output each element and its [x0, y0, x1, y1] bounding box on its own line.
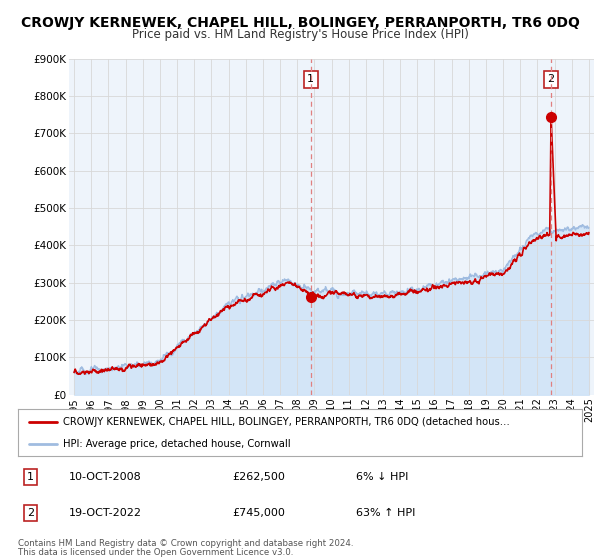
- Text: 1: 1: [307, 74, 314, 85]
- Text: 19-OCT-2022: 19-OCT-2022: [69, 508, 142, 518]
- Text: £745,000: £745,000: [232, 508, 285, 518]
- Text: CROWJY KERNEWEK, CHAPEL HILL, BOLINGEY, PERRANPORTH, TR6 0DQ: CROWJY KERNEWEK, CHAPEL HILL, BOLINGEY, …: [20, 16, 580, 30]
- Text: CROWJY KERNEWEK, CHAPEL HILL, BOLINGEY, PERRANPORTH, TR6 0DQ (detached hous…: CROWJY KERNEWEK, CHAPEL HILL, BOLINGEY, …: [63, 417, 510, 427]
- Text: Price paid vs. HM Land Registry's House Price Index (HPI): Price paid vs. HM Land Registry's House …: [131, 28, 469, 41]
- Text: 10-OCT-2008: 10-OCT-2008: [69, 472, 142, 482]
- Text: 2: 2: [27, 508, 34, 518]
- Text: HPI: Average price, detached house, Cornwall: HPI: Average price, detached house, Corn…: [63, 438, 291, 449]
- Text: 2: 2: [548, 74, 554, 85]
- Text: This data is licensed under the Open Government Licence v3.0.: This data is licensed under the Open Gov…: [18, 548, 293, 557]
- Text: 6% ↓ HPI: 6% ↓ HPI: [356, 472, 409, 482]
- Text: 1: 1: [27, 472, 34, 482]
- Text: Contains HM Land Registry data © Crown copyright and database right 2024.: Contains HM Land Registry data © Crown c…: [18, 539, 353, 548]
- Text: £262,500: £262,500: [232, 472, 285, 482]
- Text: 63% ↑ HPI: 63% ↑ HPI: [356, 508, 416, 518]
